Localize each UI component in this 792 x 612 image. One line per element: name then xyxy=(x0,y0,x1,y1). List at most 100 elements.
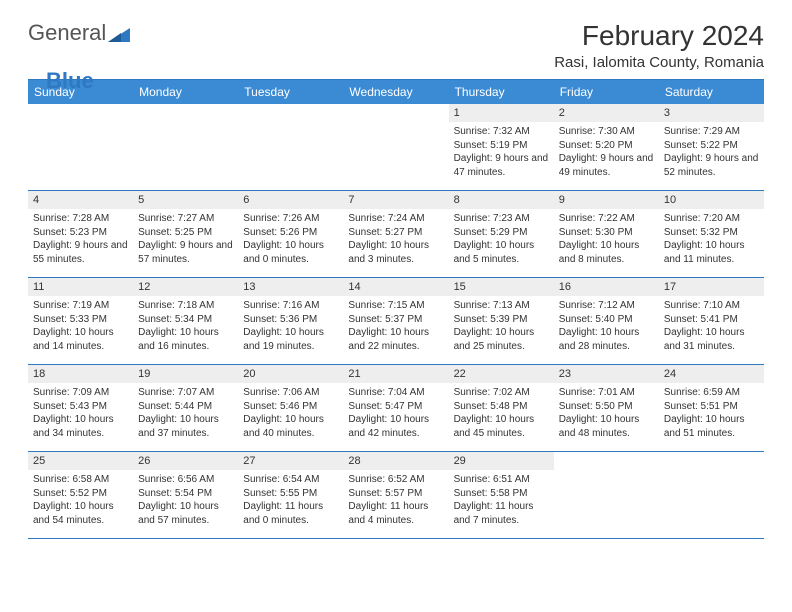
day-details: Sunrise: 7:23 AMSunset: 5:29 PMDaylight:… xyxy=(449,209,554,268)
calendar-row: 1Sunrise: 7:32 AMSunset: 5:19 PMDaylight… xyxy=(28,104,764,191)
day-number: 8 xyxy=(449,191,554,209)
calendar-cell: 12Sunrise: 7:18 AMSunset: 5:34 PMDayligh… xyxy=(133,278,238,365)
col-tuesday: Tuesday xyxy=(238,80,343,105)
calendar-cell: 22Sunrise: 7:02 AMSunset: 5:48 PMDayligh… xyxy=(449,365,554,452)
day-number: 27 xyxy=(238,452,343,470)
day-number: 18 xyxy=(28,365,133,383)
calendar-cell: 21Sunrise: 7:04 AMSunset: 5:47 PMDayligh… xyxy=(343,365,448,452)
calendar-body: 1Sunrise: 7:32 AMSunset: 5:19 PMDaylight… xyxy=(28,104,764,539)
day-details: Sunrise: 7:30 AMSunset: 5:20 PMDaylight:… xyxy=(554,122,659,181)
day-number: 6 xyxy=(238,191,343,209)
day-details: Sunrise: 6:54 AMSunset: 5:55 PMDaylight:… xyxy=(238,470,343,529)
brand-logo: General Blue xyxy=(28,20,138,66)
calendar-cell: 7Sunrise: 7:24 AMSunset: 5:27 PMDaylight… xyxy=(343,191,448,278)
calendar-cell: 16Sunrise: 7:12 AMSunset: 5:40 PMDayligh… xyxy=(554,278,659,365)
day-details: Sunrise: 7:19 AMSunset: 5:33 PMDaylight:… xyxy=(28,296,133,355)
day-details: Sunrise: 7:22 AMSunset: 5:30 PMDaylight:… xyxy=(554,209,659,268)
day-details: Sunrise: 6:59 AMSunset: 5:51 PMDaylight:… xyxy=(659,383,764,442)
calendar-row: 25Sunrise: 6:58 AMSunset: 5:52 PMDayligh… xyxy=(28,452,764,539)
brand-triangle-icon xyxy=(106,22,130,48)
day-number: 21 xyxy=(343,365,448,383)
day-details: Sunrise: 7:18 AMSunset: 5:34 PMDaylight:… xyxy=(133,296,238,355)
brand-part1: General xyxy=(28,20,106,46)
calendar-cell: 6Sunrise: 7:26 AMSunset: 5:26 PMDaylight… xyxy=(238,191,343,278)
calendar-cell: 23Sunrise: 7:01 AMSunset: 5:50 PMDayligh… xyxy=(554,365,659,452)
day-number: 11 xyxy=(28,278,133,296)
calendar-cell: 28Sunrise: 6:52 AMSunset: 5:57 PMDayligh… xyxy=(343,452,448,539)
calendar-table: Sunday Monday Tuesday Wednesday Thursday… xyxy=(28,79,764,539)
calendar-cell xyxy=(238,104,343,191)
calendar-row: 11Sunrise: 7:19 AMSunset: 5:33 PMDayligh… xyxy=(28,278,764,365)
brand-part2: Blue xyxy=(46,68,94,93)
calendar-cell: 10Sunrise: 7:20 AMSunset: 5:32 PMDayligh… xyxy=(659,191,764,278)
day-number: 26 xyxy=(133,452,238,470)
day-details: Sunrise: 7:04 AMSunset: 5:47 PMDaylight:… xyxy=(343,383,448,442)
day-details: Sunrise: 7:06 AMSunset: 5:46 PMDaylight:… xyxy=(238,383,343,442)
title-block: February 2024 Rasi, Ialomita County, Rom… xyxy=(554,20,764,71)
day-details: Sunrise: 7:07 AMSunset: 5:44 PMDaylight:… xyxy=(133,383,238,442)
day-details: Sunrise: 7:20 AMSunset: 5:32 PMDaylight:… xyxy=(659,209,764,268)
day-number: 24 xyxy=(659,365,764,383)
day-number: 13 xyxy=(238,278,343,296)
calendar-page: General Blue February 2024 Rasi, Ialomit… xyxy=(0,0,792,559)
calendar-cell: 14Sunrise: 7:15 AMSunset: 5:37 PMDayligh… xyxy=(343,278,448,365)
calendar-cell xyxy=(554,452,659,539)
calendar-cell: 26Sunrise: 6:56 AMSunset: 5:54 PMDayligh… xyxy=(133,452,238,539)
day-details: Sunrise: 7:09 AMSunset: 5:43 PMDaylight:… xyxy=(28,383,133,442)
col-friday: Friday xyxy=(554,80,659,105)
day-number: 19 xyxy=(133,365,238,383)
calendar-cell xyxy=(133,104,238,191)
day-number: 22 xyxy=(449,365,554,383)
calendar-cell xyxy=(343,104,448,191)
day-details: Sunrise: 6:51 AMSunset: 5:58 PMDaylight:… xyxy=(449,470,554,529)
header: General Blue February 2024 Rasi, Ialomit… xyxy=(28,20,764,71)
location: Rasi, Ialomita County, Romania xyxy=(554,54,764,71)
day-details: Sunrise: 7:27 AMSunset: 5:25 PMDaylight:… xyxy=(133,209,238,268)
day-details: Sunrise: 7:16 AMSunset: 5:36 PMDaylight:… xyxy=(238,296,343,355)
calendar-cell: 24Sunrise: 6:59 AMSunset: 5:51 PMDayligh… xyxy=(659,365,764,452)
day-details: Sunrise: 7:24 AMSunset: 5:27 PMDaylight:… xyxy=(343,209,448,268)
day-number: 9 xyxy=(554,191,659,209)
day-details: Sunrise: 7:01 AMSunset: 5:50 PMDaylight:… xyxy=(554,383,659,442)
day-details: Sunrise: 7:28 AMSunset: 5:23 PMDaylight:… xyxy=(28,209,133,268)
day-details: Sunrise: 6:58 AMSunset: 5:52 PMDaylight:… xyxy=(28,470,133,529)
day-number: 20 xyxy=(238,365,343,383)
day-number: 28 xyxy=(343,452,448,470)
day-details: Sunrise: 7:29 AMSunset: 5:22 PMDaylight:… xyxy=(659,122,764,181)
month-title: February 2024 xyxy=(554,20,764,52)
day-number: 7 xyxy=(343,191,448,209)
calendar-cell: 25Sunrise: 6:58 AMSunset: 5:52 PMDayligh… xyxy=(28,452,133,539)
calendar-cell: 9Sunrise: 7:22 AMSunset: 5:30 PMDaylight… xyxy=(554,191,659,278)
calendar-cell: 13Sunrise: 7:16 AMSunset: 5:36 PMDayligh… xyxy=(238,278,343,365)
calendar-cell xyxy=(28,104,133,191)
day-details: Sunrise: 7:02 AMSunset: 5:48 PMDaylight:… xyxy=(449,383,554,442)
col-thursday: Thursday xyxy=(449,80,554,105)
calendar-cell: 15Sunrise: 7:13 AMSunset: 5:39 PMDayligh… xyxy=(449,278,554,365)
calendar-row: 4Sunrise: 7:28 AMSunset: 5:23 PMDaylight… xyxy=(28,191,764,278)
calendar-cell: 17Sunrise: 7:10 AMSunset: 5:41 PMDayligh… xyxy=(659,278,764,365)
day-number: 4 xyxy=(28,191,133,209)
day-details: Sunrise: 7:13 AMSunset: 5:39 PMDaylight:… xyxy=(449,296,554,355)
calendar-cell: 18Sunrise: 7:09 AMSunset: 5:43 PMDayligh… xyxy=(28,365,133,452)
calendar-cell: 2Sunrise: 7:30 AMSunset: 5:20 PMDaylight… xyxy=(554,104,659,191)
calendar-cell: 5Sunrise: 7:27 AMSunset: 5:25 PMDaylight… xyxy=(133,191,238,278)
day-number: 15 xyxy=(449,278,554,296)
day-details: Sunrise: 7:26 AMSunset: 5:26 PMDaylight:… xyxy=(238,209,343,268)
calendar-head: Sunday Monday Tuesday Wednesday Thursday… xyxy=(28,80,764,105)
day-number: 10 xyxy=(659,191,764,209)
calendar-cell: 4Sunrise: 7:28 AMSunset: 5:23 PMDaylight… xyxy=(28,191,133,278)
calendar-cell: 19Sunrise: 7:07 AMSunset: 5:44 PMDayligh… xyxy=(133,365,238,452)
col-saturday: Saturday xyxy=(659,80,764,105)
calendar-cell: 3Sunrise: 7:29 AMSunset: 5:22 PMDaylight… xyxy=(659,104,764,191)
day-number: 23 xyxy=(554,365,659,383)
day-number: 14 xyxy=(343,278,448,296)
day-number: 5 xyxy=(133,191,238,209)
calendar-cell: 27Sunrise: 6:54 AMSunset: 5:55 PMDayligh… xyxy=(238,452,343,539)
calendar-cell: 11Sunrise: 7:19 AMSunset: 5:33 PMDayligh… xyxy=(28,278,133,365)
day-number: 1 xyxy=(449,104,554,122)
day-details: Sunrise: 6:56 AMSunset: 5:54 PMDaylight:… xyxy=(133,470,238,529)
day-details: Sunrise: 7:10 AMSunset: 5:41 PMDaylight:… xyxy=(659,296,764,355)
day-details: Sunrise: 7:15 AMSunset: 5:37 PMDaylight:… xyxy=(343,296,448,355)
calendar-cell: 20Sunrise: 7:06 AMSunset: 5:46 PMDayligh… xyxy=(238,365,343,452)
col-monday: Monday xyxy=(133,80,238,105)
